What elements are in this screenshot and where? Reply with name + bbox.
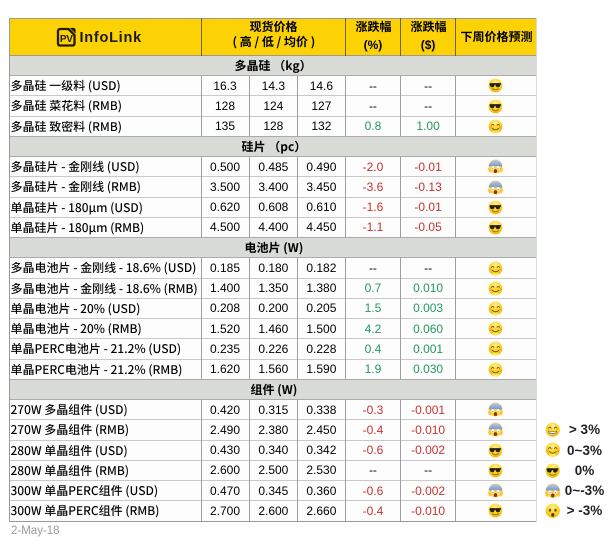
svg-text:PV: PV (60, 34, 73, 45)
